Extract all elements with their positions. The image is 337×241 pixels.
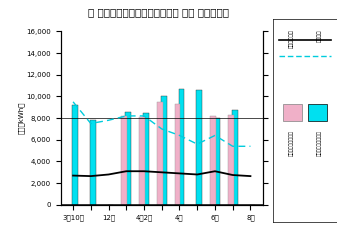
Bar <box>121 116 127 205</box>
Bar <box>125 112 131 205</box>
Text: 発電実績: 発電実績 <box>316 29 321 42</box>
Bar <box>90 120 96 205</box>
Bar <box>228 115 234 205</box>
Y-axis label: （％）: （％） <box>285 112 292 124</box>
Text: 電 力需要実績・発電実績及び前 年同 月比の推移: 電 力需要実績・発電実績及び前 年同 月比の推移 <box>88 7 229 17</box>
Bar <box>108 205 114 241</box>
Bar <box>250 205 255 241</box>
Bar <box>232 110 238 205</box>
Bar <box>196 90 202 205</box>
Bar <box>143 113 149 205</box>
Y-axis label: （百万kWh）: （百万kWh） <box>18 102 25 134</box>
Text: 電力需要実績: 電力需要実績 <box>288 29 294 48</box>
Bar <box>282 104 302 120</box>
Bar <box>72 105 78 205</box>
Bar <box>157 102 163 205</box>
Bar <box>179 89 184 205</box>
Bar <box>308 104 328 120</box>
Bar <box>175 104 180 205</box>
Text: 前年同月比（発電）: 前年同月比（発電） <box>316 131 321 156</box>
Bar <box>139 117 145 205</box>
Bar <box>161 96 167 205</box>
Bar <box>210 116 216 205</box>
Text: 前年同月比（需要）: 前年同月比（需要） <box>288 131 294 156</box>
Bar <box>214 118 220 205</box>
